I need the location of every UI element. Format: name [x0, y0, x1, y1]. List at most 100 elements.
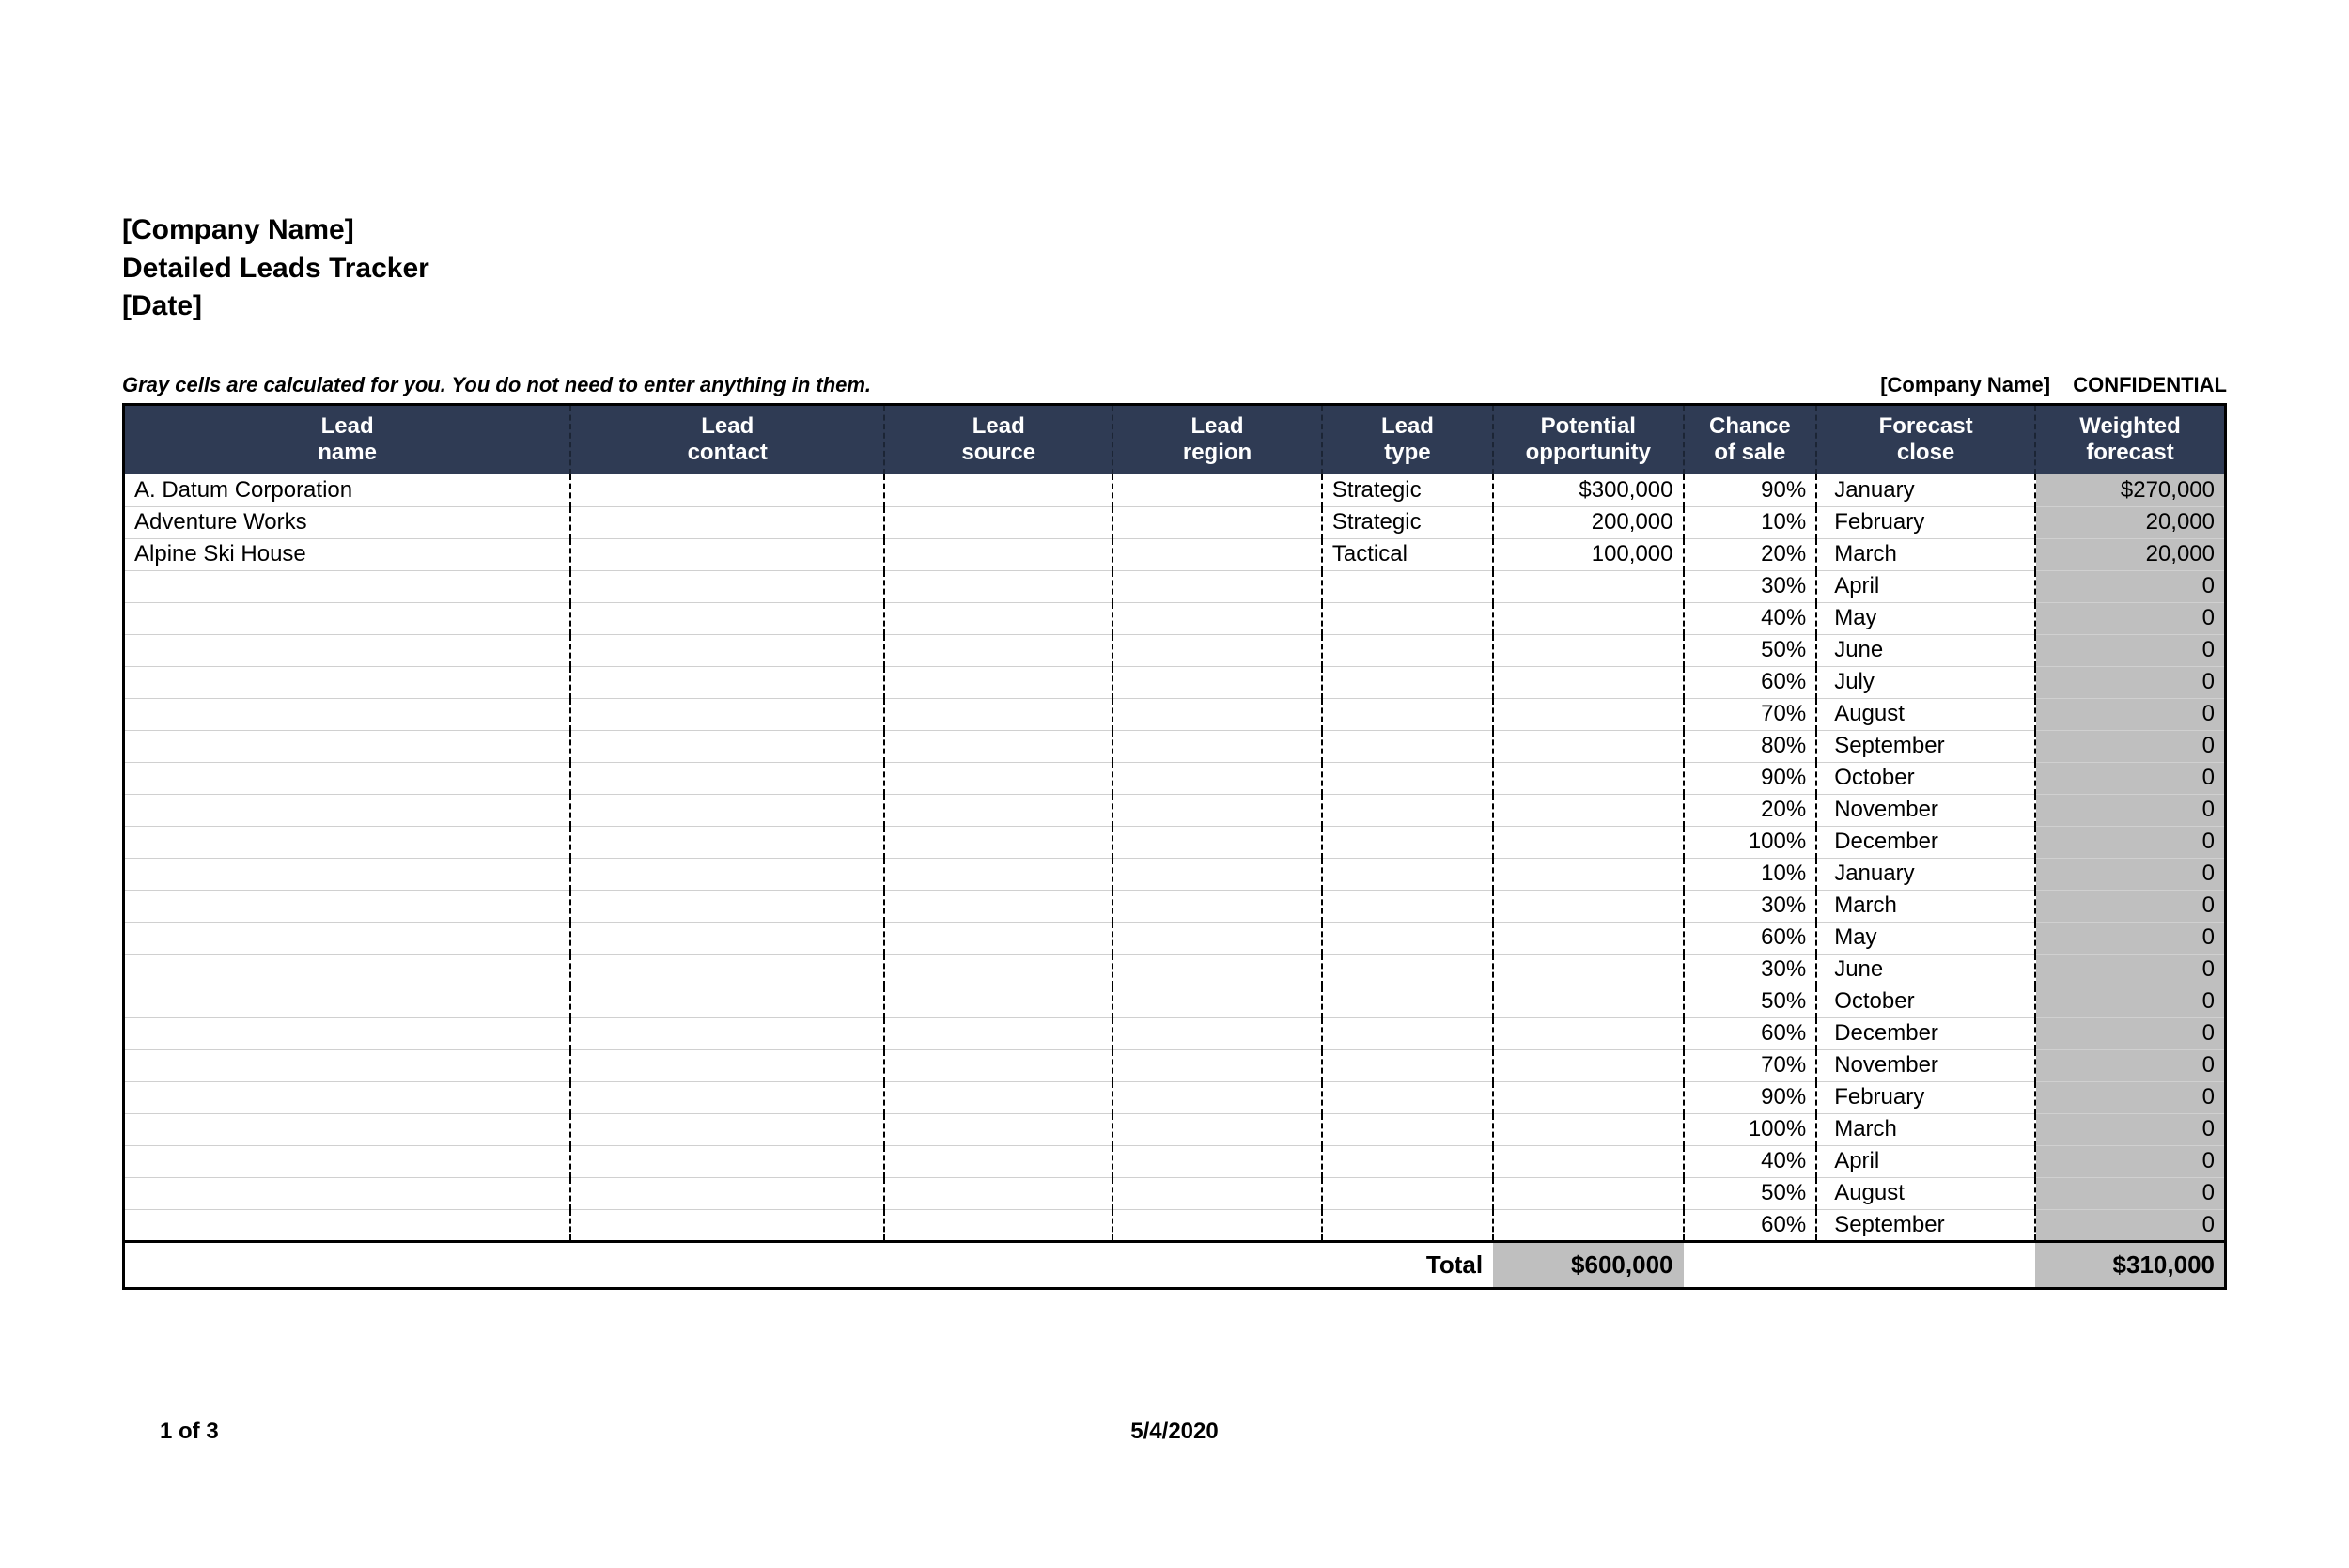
cell-opp[interactable]	[1493, 1209, 1683, 1241]
cell-source[interactable]	[884, 954, 1112, 986]
cell-forecast[interactable]: 0	[2035, 890, 2226, 922]
cell-source[interactable]	[884, 762, 1112, 794]
cell-close[interactable]: June	[1816, 634, 2035, 666]
cell-contact[interactable]	[570, 922, 884, 954]
cell-type[interactable]	[1322, 890, 1493, 922]
cell-chance[interactable]: 90%	[1684, 1081, 1817, 1113]
cell-opp[interactable]	[1493, 570, 1683, 602]
cell-type[interactable]	[1322, 634, 1493, 666]
cell-opp[interactable]	[1493, 794, 1683, 826]
cell-source[interactable]	[884, 1113, 1112, 1145]
cell-type[interactable]	[1322, 1017, 1493, 1049]
cell-forecast[interactable]: 0	[2035, 826, 2226, 858]
cell-type[interactable]	[1322, 1081, 1493, 1113]
cell-type[interactable]	[1322, 1209, 1493, 1241]
cell-forecast[interactable]: 0	[2035, 858, 2226, 890]
cell-chance[interactable]: 30%	[1684, 570, 1817, 602]
cell-region[interactable]	[1112, 826, 1322, 858]
cell-close[interactable]: September	[1816, 1209, 2035, 1241]
cell-type[interactable]	[1322, 730, 1493, 762]
cell-source[interactable]	[884, 1049, 1112, 1081]
cell-chance[interactable]: 30%	[1684, 890, 1817, 922]
cell-name[interactable]	[124, 1177, 571, 1209]
cell-close[interactable]: February	[1816, 1081, 2035, 1113]
cell-name[interactable]	[124, 1049, 571, 1081]
cell-name[interactable]	[124, 922, 571, 954]
cell-opp[interactable]	[1493, 922, 1683, 954]
cell-region[interactable]	[1112, 730, 1322, 762]
cell-source[interactable]	[884, 1081, 1112, 1113]
cell-type[interactable]	[1322, 826, 1493, 858]
cell-name[interactable]	[124, 1209, 571, 1241]
cell-opp[interactable]	[1493, 1017, 1683, 1049]
cell-name[interactable]	[124, 826, 571, 858]
cell-name[interactable]	[124, 794, 571, 826]
cell-chance[interactable]: 100%	[1684, 826, 1817, 858]
cell-region[interactable]	[1112, 474, 1322, 506]
cell-chance[interactable]: 10%	[1684, 858, 1817, 890]
cell-opp[interactable]: 100,000	[1493, 538, 1683, 570]
cell-opp[interactable]	[1493, 890, 1683, 922]
cell-region[interactable]	[1112, 1209, 1322, 1241]
cell-type[interactable]	[1322, 762, 1493, 794]
cell-name[interactable]: Alpine Ski House	[124, 538, 571, 570]
cell-source[interactable]	[884, 1209, 1112, 1241]
cell-close[interactable]: December	[1816, 826, 2035, 858]
cell-close[interactable]: January	[1816, 474, 2035, 506]
cell-type[interactable]: Strategic	[1322, 506, 1493, 538]
cell-region[interactable]	[1112, 922, 1322, 954]
cell-name[interactable]	[124, 666, 571, 698]
cell-name[interactable]	[124, 890, 571, 922]
cell-region[interactable]	[1112, 698, 1322, 730]
cell-name[interactable]: A. Datum Corporation	[124, 474, 571, 506]
cell-contact[interactable]	[570, 1081, 884, 1113]
cell-type[interactable]	[1322, 986, 1493, 1017]
cell-contact[interactable]	[570, 634, 884, 666]
cell-close[interactable]: November	[1816, 1049, 2035, 1081]
cell-region[interactable]	[1112, 954, 1322, 986]
cell-source[interactable]	[884, 1177, 1112, 1209]
cell-close[interactable]: February	[1816, 506, 2035, 538]
cell-type[interactable]	[1322, 858, 1493, 890]
cell-chance[interactable]: 40%	[1684, 1145, 1817, 1177]
cell-opp[interactable]	[1493, 1049, 1683, 1081]
cell-region[interactable]	[1112, 1017, 1322, 1049]
cell-forecast[interactable]: 0	[2035, 1081, 2226, 1113]
cell-close[interactable]: May	[1816, 602, 2035, 634]
cell-source[interactable]	[884, 794, 1112, 826]
cell-type[interactable]	[1322, 1177, 1493, 1209]
cell-opp[interactable]	[1493, 1177, 1683, 1209]
cell-forecast[interactable]: 0	[2035, 1017, 2226, 1049]
cell-name[interactable]	[124, 1017, 571, 1049]
cell-chance[interactable]: 70%	[1684, 698, 1817, 730]
cell-close[interactable]: September	[1816, 730, 2035, 762]
cell-source[interactable]	[884, 570, 1112, 602]
cell-contact[interactable]	[570, 954, 884, 986]
cell-contact[interactable]	[570, 666, 884, 698]
cell-type[interactable]	[1322, 1145, 1493, 1177]
cell-opp[interactable]: $300,000	[1493, 474, 1683, 506]
cell-name[interactable]	[124, 1113, 571, 1145]
cell-chance[interactable]: 70%	[1684, 1049, 1817, 1081]
cell-opp[interactable]: 200,000	[1493, 506, 1683, 538]
cell-opp[interactable]	[1493, 634, 1683, 666]
cell-close[interactable]: October	[1816, 986, 2035, 1017]
cell-forecast[interactable]: 0	[2035, 954, 2226, 986]
cell-chance[interactable]: 60%	[1684, 922, 1817, 954]
cell-chance[interactable]: 80%	[1684, 730, 1817, 762]
cell-chance[interactable]: 50%	[1684, 634, 1817, 666]
cell-forecast[interactable]: 0	[2035, 1049, 2226, 1081]
cell-source[interactable]	[884, 666, 1112, 698]
cell-close[interactable]: December	[1816, 1017, 2035, 1049]
cell-region[interactable]	[1112, 570, 1322, 602]
cell-opp[interactable]	[1493, 698, 1683, 730]
cell-source[interactable]	[884, 634, 1112, 666]
cell-type[interactable]	[1322, 1113, 1493, 1145]
cell-forecast[interactable]: 0	[2035, 730, 2226, 762]
cell-opp[interactable]	[1493, 826, 1683, 858]
cell-chance[interactable]: 50%	[1684, 1177, 1817, 1209]
cell-contact[interactable]	[570, 698, 884, 730]
cell-chance[interactable]: 10%	[1684, 506, 1817, 538]
cell-close[interactable]: August	[1816, 1177, 2035, 1209]
cell-contact[interactable]	[570, 1049, 884, 1081]
